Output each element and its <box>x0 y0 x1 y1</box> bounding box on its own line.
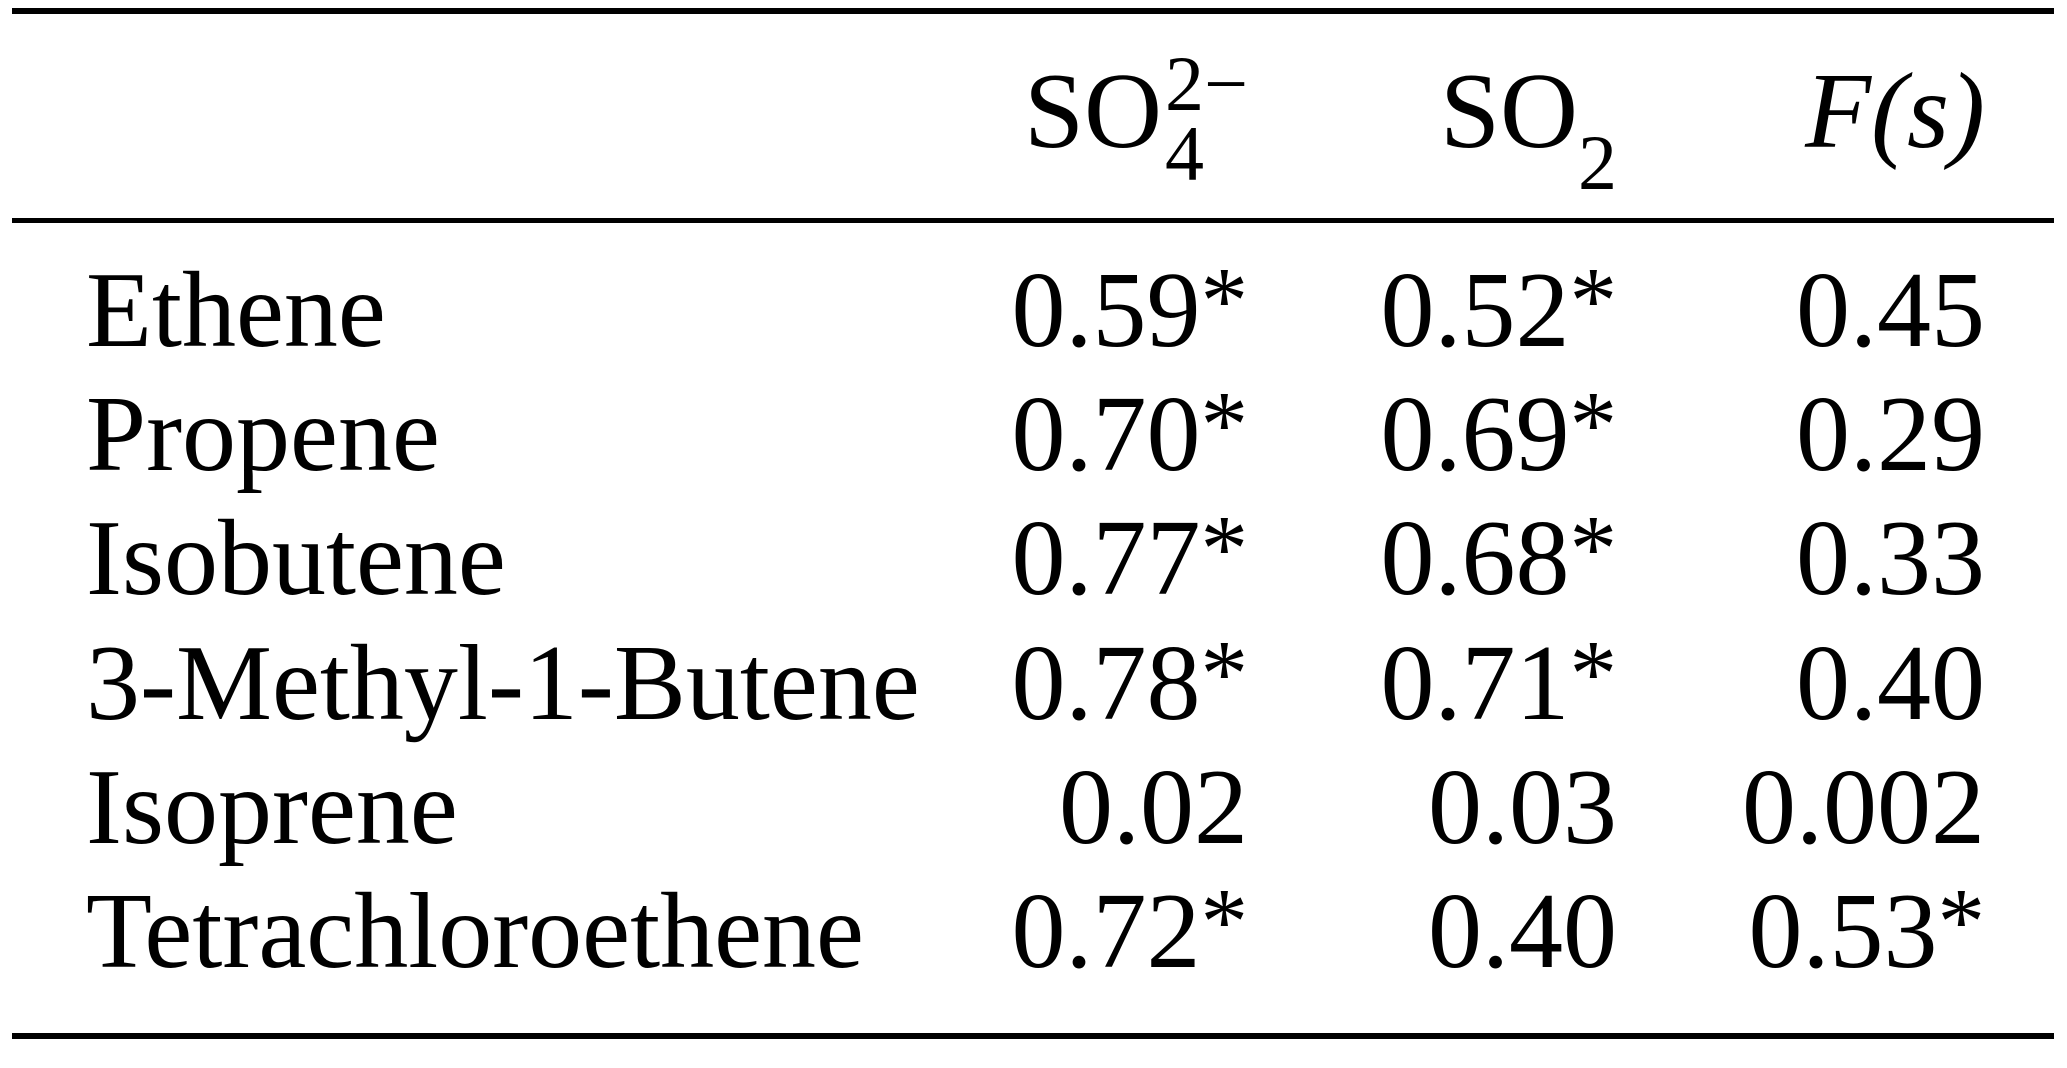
value-so2: 0.03 <box>1428 748 1617 867</box>
column-header-fs: F(s) <box>1805 52 1985 171</box>
row-label: Isoprene <box>86 748 458 867</box>
value-fs: 0.45 <box>1796 251 1985 370</box>
sulfate-superscript: 2− <box>1165 40 1248 128</box>
significance-asterisk: * <box>1569 620 1617 727</box>
significance-asterisk: * <box>1937 868 1985 975</box>
significance-asterisk: * <box>1200 247 1248 354</box>
table-rule-bottom <box>12 1033 2054 1039</box>
sulfate-subscript: 4 <box>1165 110 1204 198</box>
row-label: 3-Methyl-1-Butene <box>86 624 920 743</box>
value-so2: 0.69* <box>1380 371 1617 494</box>
value-fs: 0.33 <box>1796 499 1985 618</box>
table-rule-top <box>12 8 2054 14</box>
value-sulfate: 0.02 <box>1059 748 1248 867</box>
column-header-so2: SO2 <box>1440 10 1617 214</box>
significance-asterisk: * <box>1569 371 1617 478</box>
significance-asterisk: * <box>1200 620 1248 727</box>
significance-asterisk: * <box>1569 495 1617 602</box>
significance-asterisk: * <box>1569 247 1617 354</box>
so2-base: SO <box>1439 52 1578 171</box>
value-so2: 0.52* <box>1380 247 1617 370</box>
significance-asterisk: * <box>1200 371 1248 478</box>
value-fs: 0.53* <box>1748 868 1985 991</box>
row-label: Isobutene <box>86 499 506 618</box>
value-so2: 0.71* <box>1380 620 1617 743</box>
table-rule-header-separator <box>12 218 2054 223</box>
table-row: Propene 0.70* 0.69* 0.29 <box>0 373 2067 497</box>
significance-asterisk: * <box>1200 868 1248 975</box>
table-row: 3-Methyl-1-Butene 0.78* 0.71* 0.40 <box>0 622 2067 746</box>
value-fs: 0.002 <box>1742 748 1985 867</box>
sulfate-base: SO <box>1023 52 1162 171</box>
value-sulfate: 0.78* <box>1011 620 1248 743</box>
value-so2: 0.68* <box>1380 495 1617 618</box>
value-sulfate: 0.77* <box>1011 495 1248 618</box>
value-sulfate: 0.59* <box>1011 247 1248 370</box>
value-sulfate: 0.70* <box>1011 371 1248 494</box>
table-row: Isoprene 0.02 0.03 0.002 <box>0 746 2067 870</box>
column-header-sulfate: SO 2− 4 <box>1024 10 1248 214</box>
row-label: Ethene <box>86 251 386 370</box>
value-sulfate: 0.72* <box>1011 868 1248 991</box>
significance-asterisk: * <box>1200 495 1248 602</box>
table-row: Tetrachloroethene 0.72* 0.40 0.53* <box>0 870 2067 994</box>
value-so2: 0.40 <box>1428 872 1617 991</box>
sulfate-supsub: 2− 4 <box>1165 40 1248 198</box>
table-row: Isobutene 0.77* 0.68* 0.33 <box>0 497 2067 621</box>
table-header-row: SO 2− 4 SO2 F(s) <box>0 10 2067 214</box>
table-row: Ethene 0.59* 0.52* 0.45 <box>0 249 2067 373</box>
value-fs: 0.40 <box>1796 624 1985 743</box>
row-label: Propene <box>86 375 440 494</box>
so2-subscript: 2 <box>1578 119 1617 206</box>
row-label: Tetrachloroethene <box>86 872 864 991</box>
value-fs: 0.29 <box>1796 375 1985 494</box>
